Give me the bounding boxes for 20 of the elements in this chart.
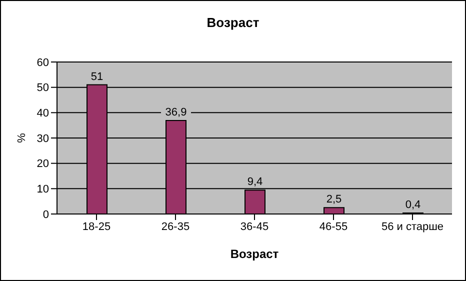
data-label: 2,5 <box>326 194 342 206</box>
y-tick-label: 0 <box>42 208 49 221</box>
x-tick-label: 18-25 <box>82 220 111 233</box>
x-tick-label: 56 и старше <box>381 220 444 233</box>
y-tick-label: 60 <box>36 56 49 69</box>
y-tick-label: 10 <box>36 184 49 196</box>
x-tick-label: 46-55 <box>319 220 348 233</box>
chart-title: Возраст <box>206 15 260 30</box>
data-label: 9,4 <box>247 176 263 188</box>
y-tick-label: 40 <box>36 108 49 120</box>
y-tick-label: 50 <box>36 82 49 94</box>
y-axis-title: % <box>16 132 28 143</box>
data-label: 0,4 <box>405 198 421 211</box>
y-tick-label: 30 <box>36 132 49 145</box>
data-label: 36,9 <box>165 106 187 119</box>
y-tick-label: 20 <box>36 158 49 170</box>
x-axis-title: Возраст <box>230 247 279 261</box>
data-label: 51 <box>90 70 104 83</box>
x-tick-label: 36-45 <box>240 220 269 233</box>
x-tick-label: 26-35 <box>161 220 190 233</box>
